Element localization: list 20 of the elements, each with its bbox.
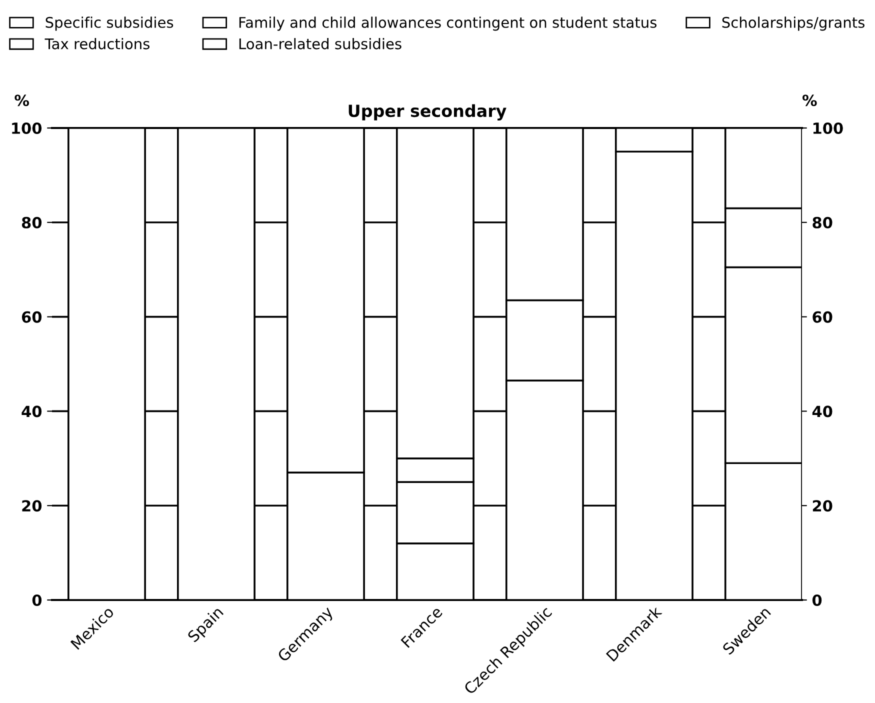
y-axis-title: % [14,94,30,106]
y-tick-label: 0 [32,594,42,606]
y2-tick-label: 0 [812,594,822,606]
legend-label: Specific subsidies [46,16,174,31]
y2-axis-title: % [802,94,817,106]
y-tick-label: 20 [22,500,42,512]
y2-tick-label: 60 [812,311,832,323]
y2-tick-label: 80 [812,216,832,228]
y-tick-label: 60 [22,311,42,323]
y-tick-label: 40 [22,406,42,418]
legend-label: Scholarships/grants [722,16,864,31]
legend-label: Family and child allowances contingent on student status [239,16,656,31]
y-tick-label: 100 [12,122,42,134]
legend-label: Tax reductions [44,38,150,50]
legend-label: Loan-related subsidies [239,38,402,50]
y-tick-label: 80 [22,216,42,228]
y2-tick-label: 20 [812,500,832,512]
y2-tick-label: 100 [813,122,843,134]
chart-title: Upper secondary [348,104,506,120]
y2-tick-label: 40 [812,406,832,418]
